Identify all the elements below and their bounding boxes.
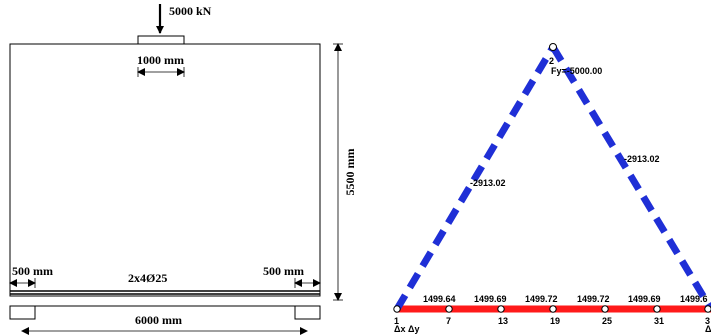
right-support-block	[294, 305, 321, 320]
bottom-force-label: 1499.69	[474, 294, 507, 304]
bottom-node-number: 3	[705, 316, 710, 326]
bottom-node-number: 13	[498, 316, 508, 326]
support-label-right: Δ	[705, 324, 711, 334]
height-label: 5500 mm	[343, 149, 357, 196]
loading-plate	[137, 35, 185, 45]
support-label-left: Δx Δy	[394, 324, 419, 334]
rebar-label: 2x4Ø25	[128, 271, 167, 285]
bottom-node	[497, 305, 505, 313]
bottom-force-labels: 1499.64 1499.69 1499.72 1499.72 1499.69 1499.…	[423, 294, 708, 304]
bottom-nodes: 1 7 13 19 25 31 3	[393, 305, 711, 326]
left-support-block	[9, 305, 36, 320]
bottom-node	[393, 305, 401, 313]
bottom-node-number: 19	[550, 316, 560, 326]
top-node	[549, 43, 557, 51]
plate-width-label: 1000 mm	[137, 53, 184, 67]
bottom-node	[653, 305, 661, 313]
bottom-force-label: 1499.6	[680, 294, 708, 304]
bottom-node-number: 7	[446, 316, 451, 326]
top-node-number: 2	[549, 56, 554, 66]
bottom-node-number: 1	[394, 316, 399, 326]
bottom-force-label: 1499.64	[423, 294, 456, 304]
beam-body	[9, 43, 321, 297]
bottom-node	[601, 305, 609, 313]
right-strut-force-label: -2913.02	[624, 154, 660, 164]
left-strut-member	[393, 45, 557, 311]
bottom-node	[549, 305, 557, 313]
bottom-force-label: 1499.69	[628, 294, 661, 304]
bottom-node	[445, 305, 453, 313]
bottom-force-label: 1499.72	[577, 294, 610, 304]
right-strut-member	[550, 45, 711, 311]
load-label: 5000 kN	[169, 4, 212, 18]
bottom-node	[704, 305, 711, 313]
span-label: 6000 mm	[135, 313, 182, 327]
bottom-node-number: 31	[654, 316, 664, 326]
right-support-label: 500 mm	[263, 264, 304, 278]
left-support-label: 500 mm	[12, 264, 53, 278]
deep-beam-drawing: 5000 kN 1000 mm 5500 mm 500 mm 500 mm 2x…	[9, 4, 357, 335]
bottom-force-label: 1499.72	[525, 294, 558, 304]
left-strut-force-label: -2913.02	[470, 178, 506, 188]
strut-and-tie-model: 2 Fy=-5000.00 -2913.02 -2913.02 1499.64 1…	[393, 43, 711, 334]
bottom-node-number: 25	[602, 316, 612, 326]
top-force-label: Fy=-5000.00	[551, 66, 602, 76]
